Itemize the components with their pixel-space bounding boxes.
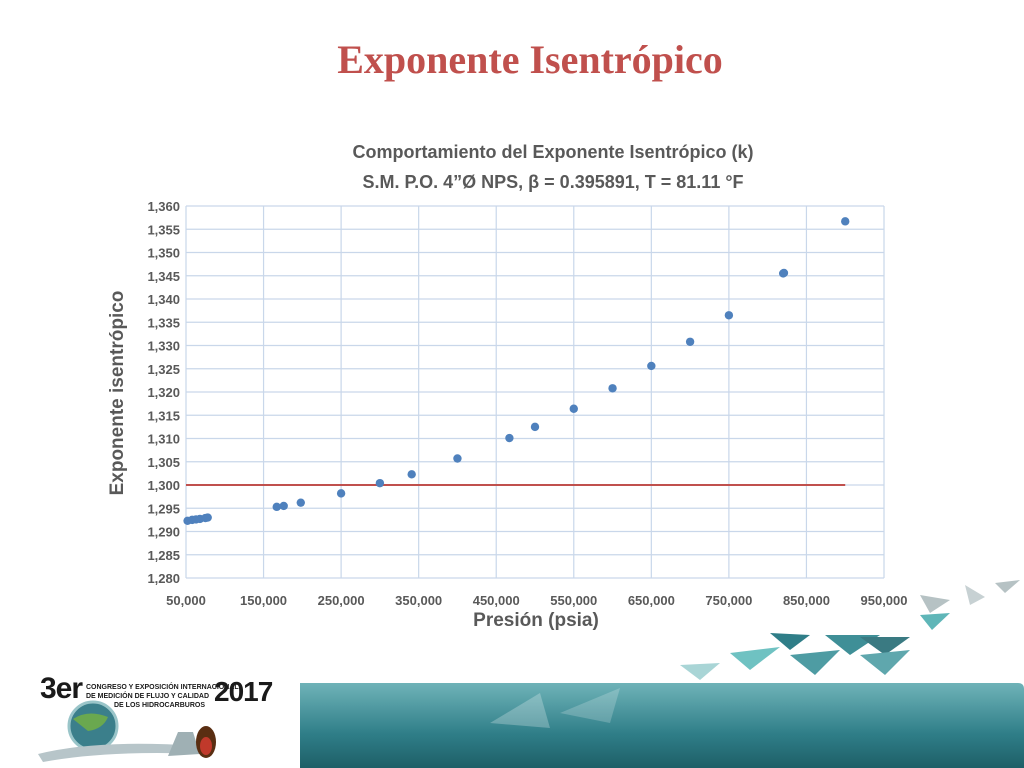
y-tick-label: 1,360 [147,199,180,214]
data-point [608,384,617,393]
x-tick-label: 850,000 [783,593,830,608]
logo-globe-graphic [38,700,216,762]
y-tick-label: 1,355 [147,222,180,237]
logo-line3: DE LOS HIDROCARBUROS [114,702,206,709]
y-tick-label: 1,335 [147,315,180,330]
data-point [453,454,462,463]
x-axis-label: Presión (psia) [473,610,599,631]
triangle-decoration [680,580,1020,680]
x-tick-label: 250,000 [318,593,365,608]
data-point [336,489,346,498]
data-point [296,498,305,507]
y-tick-label: 1,320 [147,385,180,400]
data-point [647,361,656,371]
chart-grid [185,205,885,579]
x-tick-label: 150,000 [240,593,287,608]
logo-line2: DE MEDICIÓN DE FLUJO Y CALIDAD [86,693,210,700]
data-point [279,501,288,511]
data-point [841,217,850,226]
x-tick-labels: 50,000 150,000 250,000 350,000 450,000 550,00… [166,593,907,608]
y-tick-label: 1,325 [147,362,180,377]
x-tick-label: 650,000 [628,593,675,608]
y-tick-label: 1,350 [147,246,180,261]
data-points [183,217,850,526]
y-axis-label: Exponente isentrópico [107,291,128,496]
data-point [685,337,695,346]
data-point [203,513,212,522]
x-tick-label: 50,000 [166,593,206,608]
footer-decoration [300,683,1024,768]
y-tick-label: 1,295 [147,501,180,516]
data-point [272,502,281,512]
slide-title: Exponente Isentrópico [337,37,723,82]
logo-year: 2017 [214,676,273,707]
y-tick-label: 1,345 [147,269,180,284]
x-tick-label: 550,000 [550,593,597,608]
data-point [724,311,734,320]
x-tick-label: 450,000 [473,593,520,608]
y-tick-label: 1,315 [147,408,180,423]
y-tick-label: 1,310 [147,432,180,447]
y-tick-labels: 1,360 1,355 1,350 1,345 1,340 1,335 1,330 1,325… [147,199,180,586]
x-tick-label: 350,000 [395,593,442,608]
data-point [779,268,789,278]
data-point [407,470,416,479]
y-tick-label: 1,330 [147,339,180,354]
x-tick-label: 950,000 [861,593,908,608]
chart-title-line1: Comportamiento del Exponente Isentrópico… [352,142,753,162]
congress-logo: 3er CONGRESO Y EXPOSICIÓN INTERNACIONAL … [18,670,278,768]
logo-prefix: 3er [40,672,83,705]
data-point [530,422,540,432]
y-tick-label: 1,340 [147,292,180,307]
data-point [375,478,385,488]
y-tick-label: 1,305 [147,455,180,470]
y-tick-label: 1,290 [147,525,180,540]
data-point [505,433,514,443]
y-tick-label: 1,280 [147,571,180,586]
y-tick-label: 1,285 [147,548,180,563]
footer-band-shape [300,683,1024,768]
data-point [569,404,578,413]
x-tick-label: 750,000 [705,593,752,608]
logo-line1: CONGRESO Y EXPOSICIÓN INTERNACIONAL [86,684,239,691]
chart-title-line2: S.M. P.O. 4”Ø NPS, β = 0.395891, T = 81.… [362,172,743,192]
y-tick-label: 1,300 [147,478,180,493]
